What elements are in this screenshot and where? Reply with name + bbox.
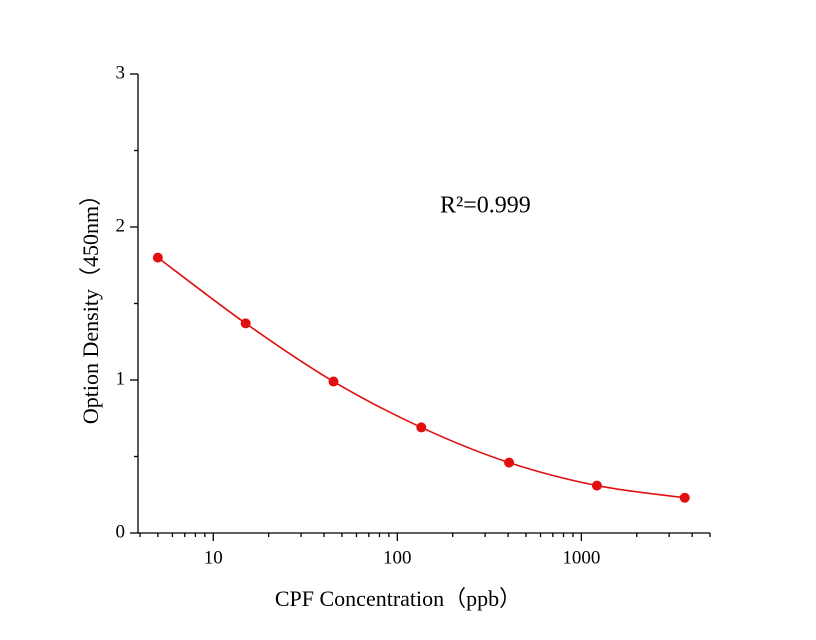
- data-point: [679, 492, 690, 503]
- data-point: [328, 376, 339, 387]
- data-point: [152, 252, 163, 263]
- data-point: [416, 422, 427, 433]
- fit-curve: [157, 256, 685, 499]
- x-axis-label: CPF Concentration（ppb）: [275, 586, 521, 611]
- x-tick-label: 100: [383, 547, 412, 568]
- y-tick-label: 0: [116, 521, 126, 542]
- annotation: R²=0.999: [440, 193, 531, 219]
- data-point: [504, 457, 515, 468]
- data-point: [591, 480, 602, 491]
- y-tick-label: 2: [116, 215, 126, 236]
- x-tick-label: 10: [204, 547, 223, 568]
- x-tick-label: 1000: [562, 547, 600, 568]
- y-axis-label: Option Density（450nm）: [78, 184, 103, 424]
- data-point: [240, 318, 251, 329]
- y-tick-label: 1: [116, 368, 126, 389]
- y-tick-label: 3: [116, 62, 126, 83]
